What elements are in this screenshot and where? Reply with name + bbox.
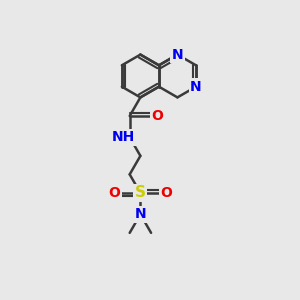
Text: O: O [160, 186, 172, 200]
Text: O: O [152, 109, 164, 123]
Text: NH: NH [112, 130, 135, 144]
Text: N: N [135, 207, 146, 221]
Text: N: N [190, 80, 202, 94]
Text: O: O [109, 186, 121, 200]
Text: S: S [135, 185, 146, 200]
Text: N: N [172, 48, 183, 62]
